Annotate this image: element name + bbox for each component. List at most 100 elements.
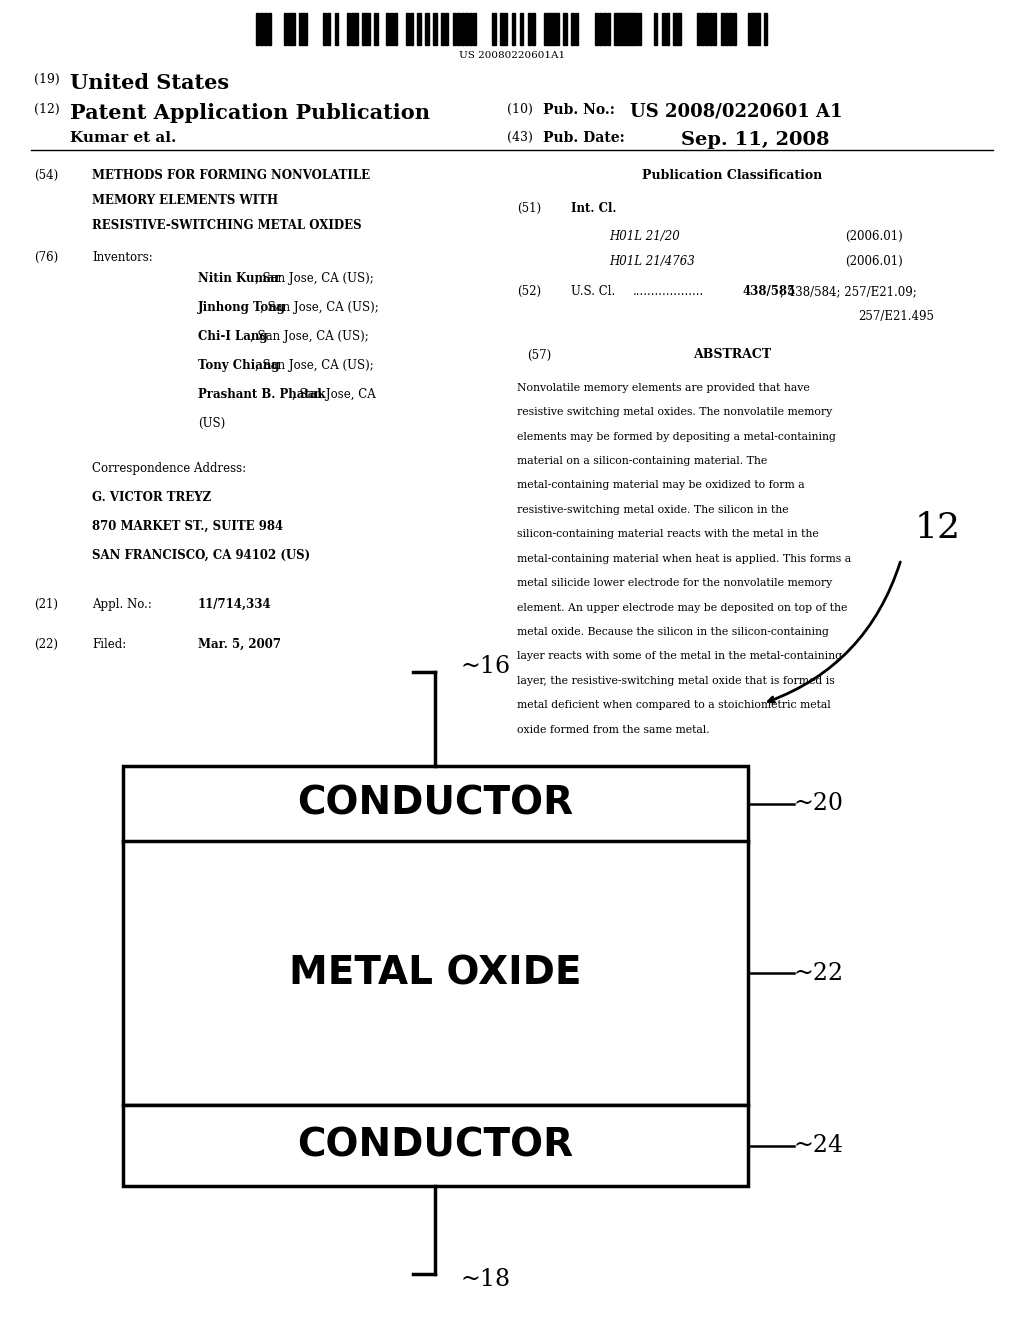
Bar xyxy=(457,13,460,45)
Bar xyxy=(284,13,287,45)
Text: ; 438/584; 257/E21.09;: ; 438/584; 257/E21.09; xyxy=(780,285,918,298)
Text: METAL OXIDE: METAL OXIDE xyxy=(289,954,582,993)
Text: ~22: ~22 xyxy=(794,962,844,985)
Text: , San Jose, CA: , San Jose, CA xyxy=(292,388,376,401)
Text: resistive-switching metal oxide. The silicon in the: resistive-switching metal oxide. The sil… xyxy=(517,506,788,515)
Bar xyxy=(571,13,574,45)
Text: Prashant B. Phatak: Prashant B. Phatak xyxy=(198,388,326,401)
Bar xyxy=(618,13,622,45)
Text: ~16: ~16 xyxy=(461,656,511,678)
Bar xyxy=(602,13,606,45)
Text: (10): (10) xyxy=(507,103,532,116)
Text: RESISTIVE-SWITCHING METAL OXIDES: RESISTIVE-SWITCHING METAL OXIDES xyxy=(92,219,361,232)
Bar xyxy=(630,13,634,45)
Bar xyxy=(606,13,610,45)
Bar xyxy=(555,13,559,45)
Bar xyxy=(764,13,767,45)
Text: MEMORY ELEMENTS WITH: MEMORY ELEMENTS WITH xyxy=(92,194,279,207)
Bar xyxy=(410,13,413,45)
Text: element. An upper electrode may be deposited on top of the: element. An upper electrode may be depos… xyxy=(517,602,848,612)
Bar xyxy=(390,13,393,45)
Text: ~18: ~18 xyxy=(461,1269,511,1291)
Bar xyxy=(335,13,338,45)
Text: US 2008/0220601 A1: US 2008/0220601 A1 xyxy=(630,103,843,121)
Text: 11/714,334: 11/714,334 xyxy=(198,598,271,611)
Text: (51): (51) xyxy=(517,202,542,215)
Bar xyxy=(418,13,421,45)
Text: Filed:: Filed: xyxy=(92,638,126,651)
Bar xyxy=(406,13,409,45)
Bar xyxy=(500,13,504,45)
Bar xyxy=(469,13,472,45)
Text: (22): (22) xyxy=(34,638,57,651)
Bar xyxy=(465,13,468,45)
Text: Jinhong Tong: Jinhong Tong xyxy=(198,301,286,314)
Bar xyxy=(575,13,579,45)
Text: Appl. No.:: Appl. No.: xyxy=(92,598,152,611)
Bar xyxy=(749,13,752,45)
Text: 870 MARKET ST., SUITE 984: 870 MARKET ST., SUITE 984 xyxy=(92,520,284,533)
Text: (43): (43) xyxy=(507,131,532,144)
Text: (12): (12) xyxy=(34,103,59,116)
Bar xyxy=(527,13,531,45)
Bar xyxy=(674,13,677,45)
Text: , San Jose, CA (US);: , San Jose, CA (US); xyxy=(250,330,369,343)
Text: (US): (US) xyxy=(198,417,225,430)
Bar xyxy=(493,13,496,45)
Bar xyxy=(425,13,429,45)
Text: 438/585: 438/585 xyxy=(742,285,796,298)
Text: (52): (52) xyxy=(517,285,542,298)
Text: H01L 21/20: H01L 21/20 xyxy=(609,230,680,243)
Text: (2006.01): (2006.01) xyxy=(845,230,902,243)
Bar xyxy=(678,13,681,45)
Bar xyxy=(548,13,551,45)
Bar xyxy=(753,13,756,45)
Text: H01L 21/4763: H01L 21/4763 xyxy=(609,255,695,268)
Bar xyxy=(441,13,444,45)
Text: Tony Chiang: Tony Chiang xyxy=(198,359,280,372)
Bar xyxy=(614,13,617,45)
Text: silicon-containing material reacts with the metal in the: silicon-containing material reacts with … xyxy=(517,529,819,540)
Bar xyxy=(264,13,267,45)
Text: 12: 12 xyxy=(914,511,961,545)
Text: METHODS FOR FORMING NONVOLATILE: METHODS FOR FORMING NONVOLATILE xyxy=(92,169,371,182)
Bar xyxy=(709,13,713,45)
Text: material on a silicon-containing material. The: material on a silicon-containing materia… xyxy=(517,457,767,466)
Bar xyxy=(260,13,263,45)
Bar xyxy=(697,13,700,45)
Text: CONDUCTOR: CONDUCTOR xyxy=(297,1126,573,1164)
Bar xyxy=(756,13,760,45)
Text: (57): (57) xyxy=(527,348,552,362)
Text: ~20: ~20 xyxy=(794,792,844,816)
Text: U.S. Cl.: U.S. Cl. xyxy=(571,285,615,298)
Bar xyxy=(634,13,637,45)
Text: (76): (76) xyxy=(34,251,58,264)
Text: Mar. 5, 2007: Mar. 5, 2007 xyxy=(198,638,281,651)
Bar xyxy=(504,13,508,45)
Bar xyxy=(461,13,464,45)
Bar xyxy=(713,13,716,45)
Text: resistive switching metal oxides. The nonvolatile memory: resistive switching metal oxides. The no… xyxy=(517,407,833,417)
Bar xyxy=(394,13,397,45)
Bar xyxy=(653,13,657,45)
Bar xyxy=(512,13,515,45)
Text: metal-containing material when heat is applied. This forms a: metal-containing material when heat is a… xyxy=(517,554,851,564)
Text: Inventors:: Inventors: xyxy=(92,251,153,264)
Bar xyxy=(367,13,370,45)
Text: , San Jose, CA (US);: , San Jose, CA (US); xyxy=(255,272,374,285)
Text: Int. Cl.: Int. Cl. xyxy=(571,202,616,215)
Text: (19): (19) xyxy=(34,73,59,86)
Text: metal deficient when compared to a stoichiometric metal: metal deficient when compared to a stoic… xyxy=(517,700,830,710)
Text: (21): (21) xyxy=(34,598,57,611)
Bar xyxy=(520,13,523,45)
Text: ~24: ~24 xyxy=(794,1134,844,1158)
Bar xyxy=(346,13,350,45)
Bar xyxy=(732,13,736,45)
Bar xyxy=(288,13,291,45)
Text: Nonvolatile memory elements are provided that have: Nonvolatile memory elements are provided… xyxy=(517,383,810,393)
Text: SAN FRANCISCO, CA 94102 (US): SAN FRANCISCO, CA 94102 (US) xyxy=(92,549,310,562)
Bar xyxy=(473,13,476,45)
Bar xyxy=(268,13,271,45)
Bar xyxy=(725,13,728,45)
Text: , San Jose, CA (US);: , San Jose, CA (US); xyxy=(255,359,374,372)
